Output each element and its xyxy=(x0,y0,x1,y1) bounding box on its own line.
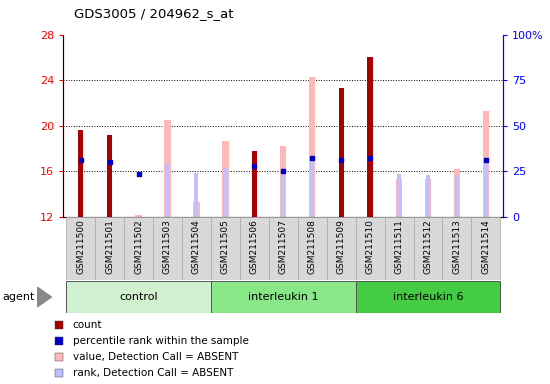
Bar xyxy=(211,281,356,313)
Text: count: count xyxy=(73,320,102,330)
Text: GSM211512: GSM211512 xyxy=(424,219,432,274)
Text: control: control xyxy=(119,292,158,302)
Bar xyxy=(66,217,95,280)
Bar xyxy=(194,172,199,217)
Text: GSM211514: GSM211514 xyxy=(481,219,491,274)
Bar xyxy=(269,217,298,280)
Bar xyxy=(78,130,83,217)
Text: GDS3005 / 204962_s_at: GDS3005 / 204962_s_at xyxy=(74,7,234,20)
Text: interleukin 6: interleukin 6 xyxy=(393,292,463,302)
Text: GSM211510: GSM211510 xyxy=(366,219,375,274)
Bar xyxy=(414,217,442,280)
Text: agent: agent xyxy=(3,292,35,302)
Text: GSM211513: GSM211513 xyxy=(453,219,461,274)
Text: GSM211509: GSM211509 xyxy=(337,219,345,274)
Bar xyxy=(483,111,489,217)
Bar xyxy=(281,169,285,217)
Bar xyxy=(397,174,401,217)
Text: GSM211502: GSM211502 xyxy=(134,219,143,274)
Bar xyxy=(135,215,142,217)
Bar xyxy=(426,175,430,217)
Text: GSM211508: GSM211508 xyxy=(307,219,317,274)
Bar xyxy=(240,217,269,280)
Bar xyxy=(166,163,169,217)
Bar xyxy=(164,120,170,217)
Bar xyxy=(211,217,240,280)
Bar xyxy=(107,135,112,217)
Text: interleukin 1: interleukin 1 xyxy=(248,292,318,302)
Text: rank, Detection Call = ABSENT: rank, Detection Call = ABSENT xyxy=(73,368,233,379)
Bar xyxy=(384,217,414,280)
Text: GSM211506: GSM211506 xyxy=(250,219,259,274)
Text: GSM211501: GSM211501 xyxy=(105,219,114,274)
Bar xyxy=(193,202,200,217)
Text: GSM211511: GSM211511 xyxy=(394,219,404,274)
Bar xyxy=(66,281,211,313)
Bar xyxy=(356,281,500,313)
Bar xyxy=(310,157,314,217)
Bar xyxy=(442,217,471,280)
Text: GSM211504: GSM211504 xyxy=(192,219,201,274)
Bar xyxy=(425,179,431,217)
Bar xyxy=(182,217,211,280)
Text: value, Detection Call = ABSENT: value, Detection Call = ABSENT xyxy=(73,352,238,362)
Bar xyxy=(339,162,343,217)
Text: percentile rank within the sample: percentile rank within the sample xyxy=(73,336,249,346)
Text: GSM211500: GSM211500 xyxy=(76,219,85,274)
Bar xyxy=(327,217,356,280)
Bar xyxy=(455,175,459,217)
Bar xyxy=(471,217,500,280)
Polygon shape xyxy=(37,287,52,307)
Bar xyxy=(396,179,402,217)
Bar xyxy=(153,217,182,280)
Text: GSM211507: GSM211507 xyxy=(279,219,288,274)
Bar xyxy=(484,163,488,217)
Bar xyxy=(252,151,257,217)
Bar xyxy=(252,167,256,217)
Bar xyxy=(356,217,384,280)
Bar xyxy=(298,217,327,280)
Text: GSM211503: GSM211503 xyxy=(163,219,172,274)
Bar xyxy=(223,168,227,217)
Bar xyxy=(339,88,344,217)
Bar xyxy=(309,77,315,217)
Bar xyxy=(454,169,460,217)
Bar xyxy=(367,57,373,217)
Bar xyxy=(222,141,229,217)
Text: GSM211505: GSM211505 xyxy=(221,219,230,274)
Bar xyxy=(280,146,287,217)
Bar xyxy=(95,217,124,280)
Bar xyxy=(124,217,153,280)
